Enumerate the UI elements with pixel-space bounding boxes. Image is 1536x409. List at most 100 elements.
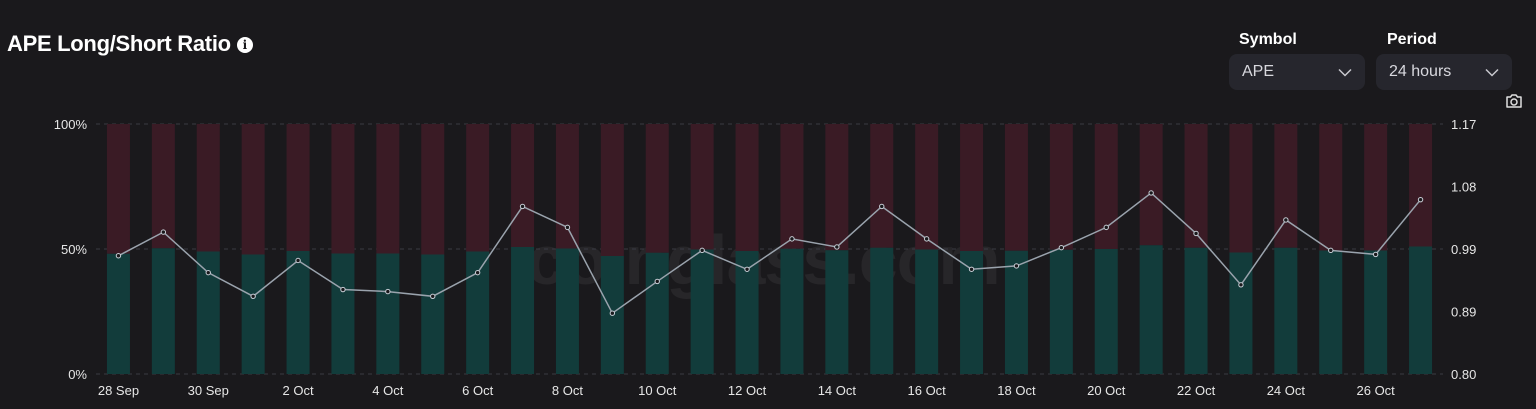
short-bar: [1229, 124, 1253, 253]
short-bar: [466, 124, 490, 252]
short-bar: [1049, 124, 1073, 250]
ratio-point: [1283, 217, 1289, 223]
long-bar: [780, 248, 804, 374]
ratio-point: [295, 257, 301, 264]
ratio-point: [385, 288, 391, 295]
long-bar: [690, 249, 714, 374]
long-bar: [1004, 250, 1028, 374]
long-bar: [1409, 246, 1433, 374]
ratio-point: [340, 286, 346, 293]
camera-icon[interactable]: [1505, 93, 1523, 109]
long-bar: [735, 251, 759, 374]
x-tick-label: 12 Oct: [728, 383, 767, 398]
x-tick-label: 16 Oct: [908, 383, 947, 398]
long-bar: [915, 249, 939, 374]
long-bar: [1364, 250, 1388, 374]
short-bar: [870, 124, 894, 248]
short-bar: [1364, 124, 1388, 251]
short-bar: [555, 124, 579, 249]
long-bar: [1229, 252, 1253, 374]
short-bar: [196, 124, 220, 252]
ratio-point: [474, 269, 481, 276]
page-title: APE Long/Short Ratio i: [7, 31, 253, 57]
short-bar: [1094, 124, 1118, 249]
ratio-point: [923, 236, 930, 242]
long-bar: [1139, 245, 1163, 374]
period-value: 24 hours: [1389, 63, 1452, 80]
x-tick-label: 26 Oct: [1357, 383, 1396, 398]
x-tick-label: 18 Oct: [997, 383, 1036, 398]
gridlines: [96, 123, 1443, 375]
x-tick-label: 2 Oct: [283, 383, 314, 398]
symbol-label: Symbol: [1239, 31, 1297, 48]
short-bar: [331, 124, 355, 254]
long-bar: [825, 250, 849, 374]
short-bar: [1409, 124, 1433, 247]
ratio-point: [1148, 190, 1154, 196]
y-right-tick-label: 1.08: [1451, 180, 1476, 195]
ratio-point: [879, 203, 885, 210]
period-select[interactable]: 24 hours: [1376, 54, 1512, 90]
ratio-point: [699, 247, 705, 254]
ratio-point: [1238, 282, 1244, 288]
long-bar: [241, 254, 265, 374]
long-bar: [466, 251, 490, 374]
long-bar: [286, 251, 310, 374]
short-bar: [600, 124, 624, 256]
long-bar: [196, 251, 220, 374]
long-bar: [555, 248, 579, 374]
short-bar: [511, 124, 535, 247]
title-text: APE Long/Short Ratio: [7, 31, 231, 56]
ratio-point: [609, 310, 616, 316]
short-bar: [421, 124, 445, 255]
long-bar: [511, 247, 535, 374]
short-bar: [1319, 124, 1343, 251]
short-bar: [1139, 124, 1163, 246]
short-bar: [645, 124, 669, 253]
ratio-point: [744, 266, 750, 272]
ratio-point: [1013, 263, 1020, 269]
y-right-tick-label: 0.80: [1451, 367, 1476, 382]
short-bar: [915, 124, 939, 250]
ratio-point: [430, 293, 436, 299]
ratio-point: [1103, 224, 1109, 231]
ratio-point: [564, 224, 571, 231]
period-label: Period: [1387, 31, 1437, 48]
short-bar: [286, 124, 310, 251]
short-bar: [1274, 124, 1298, 248]
ratio-point: [1058, 244, 1065, 251]
short-bar: [106, 124, 130, 254]
short-bar: [825, 124, 849, 251]
y-right-tick-label: 1.17: [1451, 117, 1476, 132]
long-bar: [1274, 247, 1298, 374]
short-bar: [151, 124, 175, 249]
x-tick-label: 20 Oct: [1087, 383, 1126, 398]
x-tick-label: 22 Oct: [1177, 383, 1216, 398]
short-bar: [241, 124, 265, 255]
ratio-line-path: [118, 191, 1422, 315]
ratio-point: [1417, 196, 1424, 203]
y-left-tick-label: 100%: [54, 117, 88, 132]
symbol-value: APE: [1242, 63, 1275, 80]
x-tick-label: 24 Oct: [1267, 383, 1306, 398]
y-right-tick-label: 0.99: [1451, 242, 1476, 257]
ratio-point: [160, 229, 167, 235]
long-bar: [960, 251, 984, 374]
info-icon[interactable]: i: [236, 37, 253, 53]
long-bar: [106, 253, 130, 374]
ratio-point: [205, 269, 211, 276]
ratio-point: [968, 266, 975, 272]
short-bar: [735, 124, 759, 251]
long-bar: [376, 253, 400, 374]
long-bar: [1184, 247, 1208, 374]
axes: 0% 50% 100% 0.80 0.89 0.99 1.08 1.17 28 Sep 30 Se…: [54, 117, 1477, 398]
long-bar: [645, 252, 669, 374]
x-tick-label: 14 Oct: [818, 383, 857, 398]
bars: [106, 124, 1433, 374]
symbol-select[interactable]: APE: [1229, 54, 1365, 90]
x-tick-label: 6 Oct: [462, 383, 493, 398]
ratio-point: [250, 293, 256, 299]
y-right-tick-label: 0.89: [1451, 305, 1476, 320]
short-bar: [780, 124, 804, 249]
